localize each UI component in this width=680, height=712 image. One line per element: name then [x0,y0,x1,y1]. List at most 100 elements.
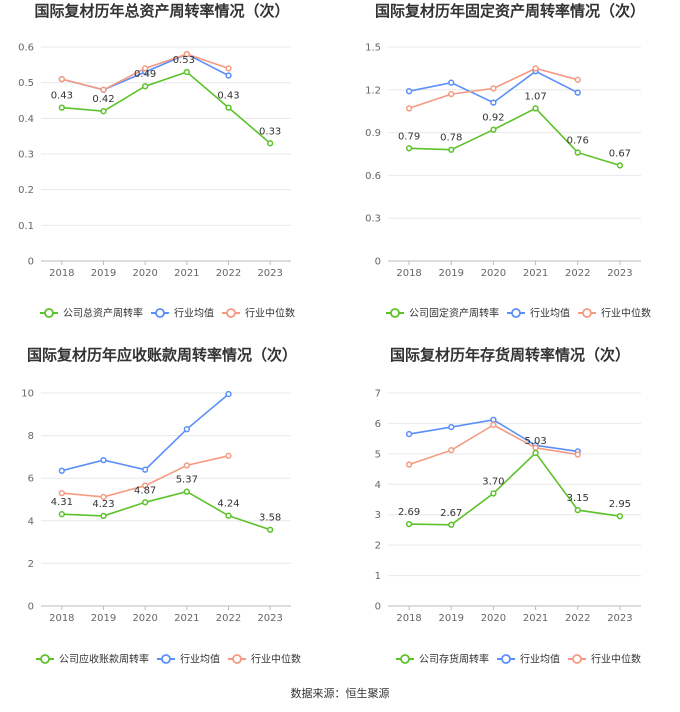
legend-marker [155,308,165,318]
series-line-1 [409,451,621,526]
legend-item-3: 行业中位数 [568,653,641,666]
x-tick-label: 2020 [132,268,157,279]
y-tick-label: 0 [375,602,381,613]
legend-marker [40,654,50,664]
data-point [532,449,539,457]
data-label: 4.87 [134,485,156,496]
data-label: 5.03 [524,436,546,447]
x-tick-label: 2023 [257,613,282,624]
series-line-1 [409,107,621,167]
data-point [490,99,497,106]
data-point [100,456,107,464]
data-point [532,65,539,72]
series-line-3 [408,424,578,466]
legend-marker [572,654,582,664]
x-tick-label: 2019 [439,268,464,279]
x-tick-label: 2018 [49,268,74,279]
x-tick-label: 2020 [481,613,506,624]
legend-label: 行业中位数 [245,307,295,320]
data-label: 0.92 [482,113,504,124]
y-tick-label: 4 [375,480,381,491]
data-point [405,105,413,112]
legend-item-2: 行业均值 [151,307,214,320]
data-point [225,65,232,72]
data-point [183,68,190,76]
data-point [490,126,497,133]
data-label: 0.42 [92,94,114,105]
data-label: 3.15 [567,493,589,504]
legend-item-1: 公司存货周转率 [396,653,489,666]
x-tick-label: 2023 [257,268,282,279]
y-tick-label: 0.3 [18,150,34,161]
data-source-text: 数据来源：恒生聚源 [291,686,390,700]
legend-item-3: 行业中位数 [222,307,295,320]
data-point [574,149,581,156]
legend-label: 公司应收账款周转率 [59,653,149,666]
legend-label: 公司固定资产周转率 [409,307,499,320]
series-line-1 [61,490,271,531]
data-point [183,462,190,469]
y-tick-label: 2 [28,559,34,570]
legend-label: 行业均值 [530,307,570,320]
data-point [405,88,413,95]
data-label: 3.70 [482,476,504,487]
data-point [225,512,232,519]
x-tick-label: 2021 [523,268,548,279]
y-tick-label: 0 [28,602,34,613]
data-label: 2.67 [440,508,462,519]
data-label: 3.58 [259,513,281,524]
data-point [490,421,497,429]
data-point [142,83,149,90]
data-point [267,526,274,533]
x-tick-label: 2019 [91,268,116,279]
data-point [490,490,497,497]
x-tick-label: 2022 [216,613,241,624]
data-point [448,90,455,98]
data-point [405,430,413,438]
legend-item-1: 公司总资产周转率 [40,307,143,320]
legend-item-1: 公司固定资产周转率 [386,307,499,320]
legend-item-3: 行业中位数 [228,653,301,666]
legend-marker [390,308,400,318]
data-point [58,467,65,474]
data-point [100,512,107,520]
series-line-2 [61,393,230,472]
data-point [490,416,497,423]
y-tick-label: 0.4 [18,114,34,125]
data-point [100,86,107,93]
y-tick-label: 0.2 [18,185,34,196]
data-label: 0.49 [134,69,156,80]
legend-item-2: 行业均值 [497,653,560,666]
legend-item-1: 公司应收账款周转率 [36,653,149,666]
legend-marker [400,654,410,664]
y-tick-label: 3 [375,510,381,521]
x-tick-label: 2018 [396,268,421,279]
data-point [405,520,413,528]
legend-label: 行业中位数 [251,653,301,666]
data-point [574,451,581,458]
x-tick-label: 2020 [132,613,157,624]
x-tick-label: 2021 [174,268,199,279]
legend-marker [161,654,171,664]
legend-marker [582,308,592,318]
y-tick-label: 0.5 [18,78,34,89]
data-point [448,521,455,528]
data-point [225,390,232,398]
x-tick-label: 2020 [481,268,506,279]
data-label: 2.69 [398,507,420,518]
x-tick-label: 2018 [49,613,74,624]
x-tick-label: 2023 [607,268,632,279]
y-tick-label: 0.6 [365,171,381,182]
y-tick-label: 0.6 [18,43,34,54]
data-label: 4.31 [51,497,73,508]
data-point [405,145,413,152]
data-point [142,466,149,473]
legend-label: 行业中位数 [591,653,641,666]
chart-title: 国际复材历年固定资产周转率情况（次） [375,2,645,20]
legend-marker [226,308,236,318]
y-tick-label: 0 [375,257,381,268]
legend-marker [44,308,54,318]
data-point [225,452,232,459]
data-label: 0.43 [51,91,73,102]
